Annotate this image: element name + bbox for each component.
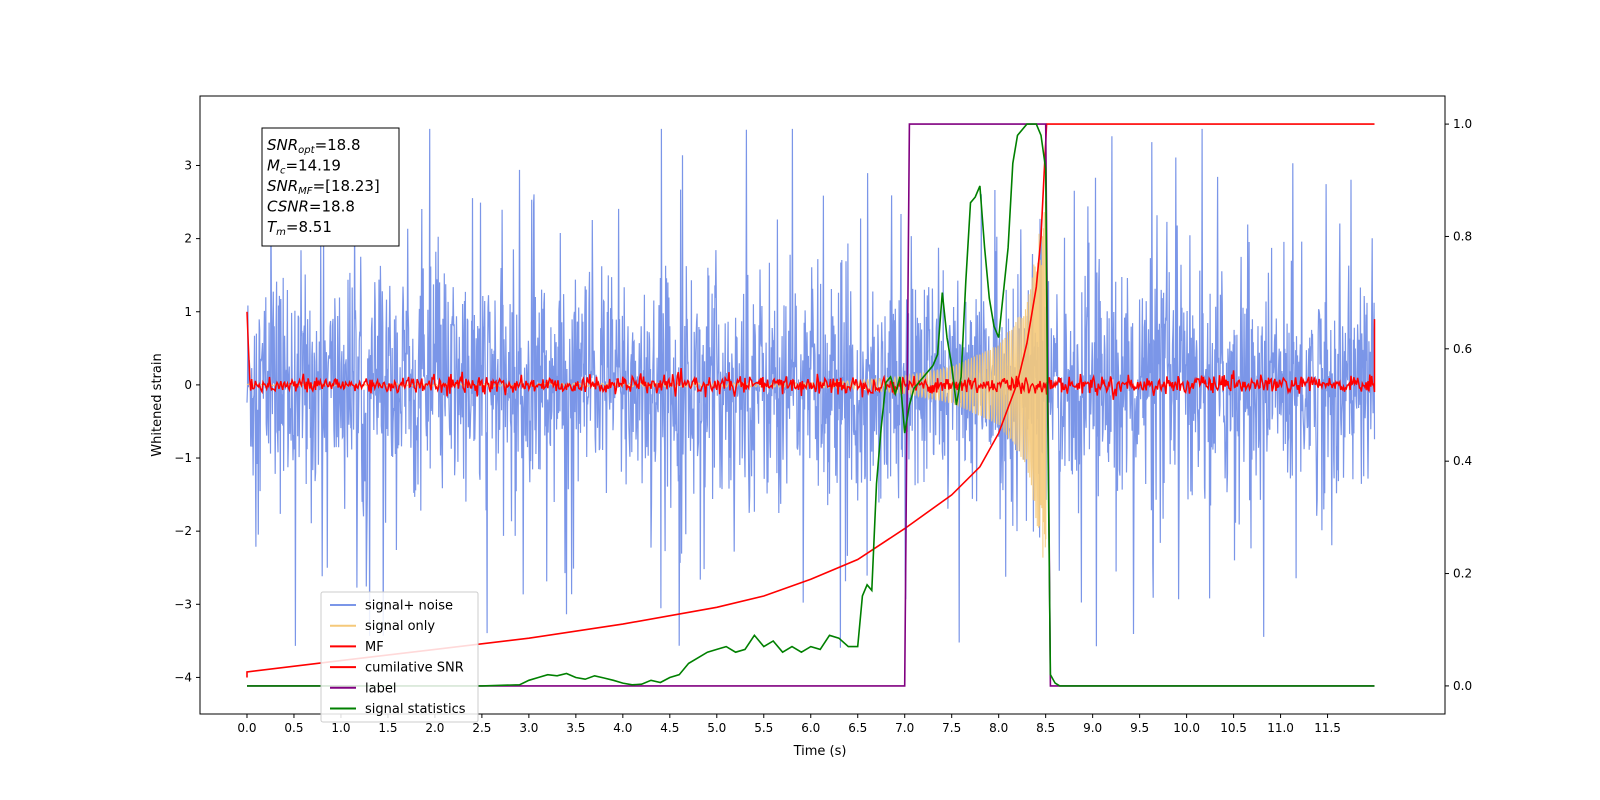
x-tick-label: 9.5: [1130, 721, 1149, 735]
annotation-line: Mc=14.19: [267, 157, 341, 177]
annotation-frame: [261, 127, 400, 247]
y-right-tick-label: 0.0: [1453, 679, 1472, 693]
annotation-line: SNRMF=[18.23]: [267, 177, 380, 197]
x-tick-label: 6.5: [848, 721, 867, 735]
x-tick-label: 3.0: [519, 721, 538, 735]
y-left-tick-label: −4: [174, 670, 192, 684]
x-tick-label: 10.0: [1173, 721, 1200, 735]
x-axis-label: Time (s): [793, 744, 847, 759]
annotation-line: Tm=8.51: [267, 218, 332, 238]
x-tick-label: 7.5: [942, 721, 961, 735]
x-tick-label: 4.0: [613, 721, 632, 735]
legend-frame: [320, 591, 479, 723]
series-signal-statistics: [247, 123, 1375, 687]
y-left-tick-label: 3: [184, 158, 192, 172]
y-axis-left: 3 2 1 0 −1 −2 −3 −4: [174, 158, 200, 684]
y-left-tick-label: −3: [174, 597, 192, 611]
x-tick-label: 8.0: [989, 721, 1008, 735]
x-tick-label: 0.5: [284, 721, 303, 735]
y-right-tick-label: 0.6: [1453, 342, 1472, 356]
x-tick-label: 1.5: [378, 721, 397, 735]
x-tick-label: 8.5: [1036, 721, 1055, 735]
x-tick-label: 11.5: [1314, 721, 1341, 735]
x-tick-label: 10.5: [1220, 721, 1247, 735]
legend-label: cumilative SNR: [365, 661, 464, 676]
y-right-tick-label: 1.0: [1453, 117, 1472, 131]
annotation-box: SNRopt=18.8Mc=14.19SNRMF=[18.23]CSNR=18.…: [261, 127, 400, 247]
annotation-line: CSNR=18.8: [267, 198, 355, 216]
axes-frame: [199, 95, 1446, 715]
y-left-tick-label: −1: [174, 451, 192, 465]
x-tick-label: 2.5: [472, 721, 491, 735]
y-axis-right: 1.0 0.8 0.6 0.4 0.2 0.0: [1445, 117, 1472, 693]
y-left-tick-label: 0: [184, 378, 192, 392]
x-tick-label: 5.5: [754, 721, 773, 735]
y-right-tick-label: 0.2: [1453, 567, 1472, 581]
y-right-tick-label: 0.8: [1453, 229, 1472, 243]
x-tick-label: 5.0: [707, 721, 726, 735]
legend-label: MF: [365, 640, 384, 655]
x-tick-label: 3.5: [566, 721, 585, 735]
x-tick-label: 1.0: [331, 721, 350, 735]
annotation-line: SNRopt=18.8: [267, 136, 361, 156]
x-tick-label: 7.0: [895, 721, 914, 735]
legend-label: label: [365, 681, 396, 696]
legend: signal+ noise signal only MF cumilative SNR…: [320, 591, 479, 723]
x-axis: 0.0 0.5 1.0 1.5 2.0 2.5 3.0 3.5 4.0 4.5 5.0 5.5 6.0 6…: [237, 714, 1341, 735]
y-left-tick-label: 2: [184, 232, 192, 246]
x-tick-label: 0.0: [237, 721, 256, 735]
x-tick-label: 9.0: [1083, 721, 1102, 735]
legend-label: signal statistics: [365, 702, 466, 717]
legend-label: signal only: [365, 619, 435, 634]
x-tick-label: 4.5: [660, 721, 679, 735]
y-axis-label: Whitened strain: [150, 353, 165, 456]
x-tick-label: 11.0: [1267, 721, 1294, 735]
series-mf: [246, 311, 1376, 400]
x-tick-label: 2.0: [425, 721, 444, 735]
y-left-tick-label: −2: [174, 524, 192, 538]
y-left-tick-label: 1: [184, 305, 192, 319]
y-right-tick-label: 0.4: [1453, 454, 1472, 468]
x-tick-label: 6.0: [801, 721, 820, 735]
legend-label: signal+ noise: [365, 599, 453, 614]
